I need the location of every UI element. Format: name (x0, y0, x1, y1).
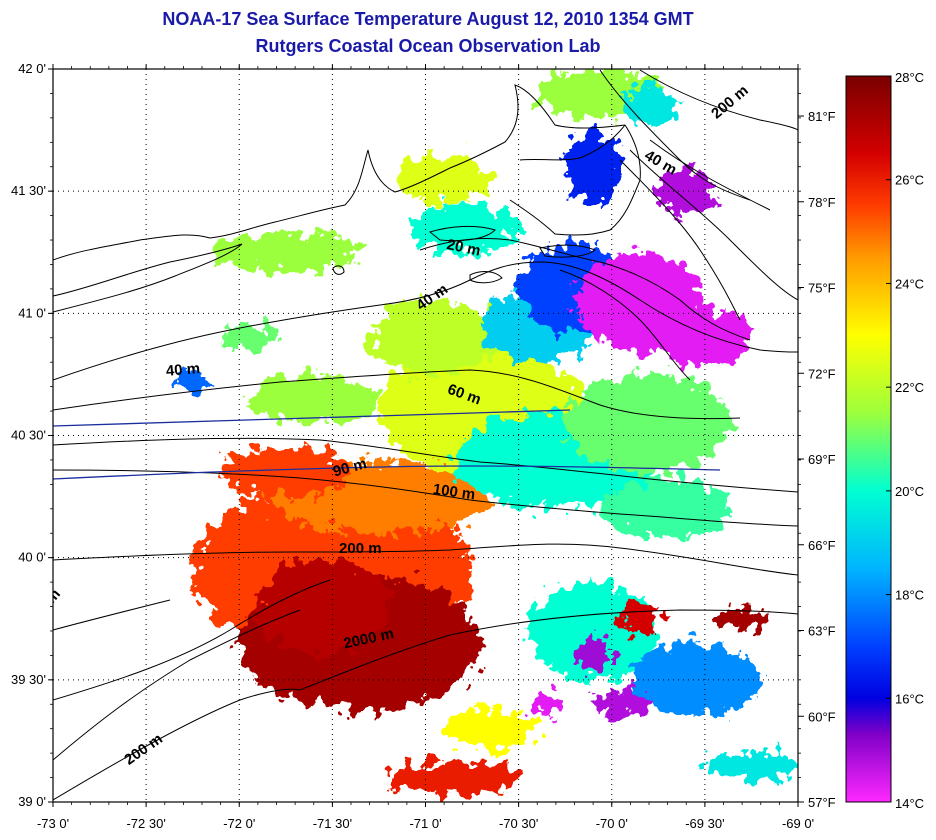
sst-patch (444, 709, 538, 749)
lat-tick-label: 41 0' (18, 305, 46, 320)
sst-patch (602, 479, 733, 539)
fahrenheit-tick-label: 66°F (808, 538, 836, 553)
lon-tick-label: -72 0' (223, 816, 255, 831)
fahrenheit-tick-label: 60°F (808, 709, 836, 724)
transect-south (53, 465, 721, 480)
sst-patch (574, 638, 612, 673)
sst-patch (565, 374, 733, 473)
lon-tick-label: -70 0' (596, 816, 628, 831)
sst-patch (527, 582, 659, 680)
colorbar-tick-label: 24°C (895, 276, 924, 291)
isobath-label: 100 m (432, 481, 476, 504)
sst-patch (565, 130, 622, 204)
mainland-coast (53, 84, 626, 261)
sst-patch (658, 308, 752, 368)
lon-tick-label: -69 30' (685, 816, 724, 831)
isobath-90m (53, 437, 798, 493)
map-axes: 42 0' 41 30' 41 0' 40 30' 40 0' 39 30' 39 0' -7… (11, 61, 836, 831)
isobath-200m (53, 543, 798, 576)
lat-tick-label: 40 0' (18, 550, 46, 565)
isobath-label: 200 m (121, 730, 166, 768)
colorbar-tick-label: 20°C (895, 484, 924, 499)
graticule (53, 69, 798, 802)
lon-tick-label: -70 30' (499, 816, 538, 831)
cape-cod-coast (509, 124, 641, 236)
colorbar-tick-label: 18°C (895, 588, 924, 603)
colorbar-tick-label: 16°C (895, 691, 924, 706)
isobath-label: m (42, 586, 64, 607)
isobath-40m (53, 261, 798, 381)
isobath-60m (53, 369, 741, 420)
isobath-label: 200 m (339, 540, 382, 557)
nantucket (539, 244, 596, 258)
sst-patch (719, 608, 765, 629)
coastline-and-bathymetry (53, 69, 798, 801)
sst-patch (704, 750, 798, 781)
lon-tick-label: -69 0' (782, 816, 814, 831)
sst-patch (397, 154, 491, 204)
sst-patch (220, 447, 351, 497)
sst-patch (593, 689, 649, 719)
fahrenheit-tick-label: 81°F (808, 109, 836, 124)
sst-patch (617, 604, 663, 634)
transect-north (53, 409, 571, 427)
isobath-2000m (299, 609, 798, 691)
fahrenheit-tick-label: 78°F (808, 195, 836, 210)
sst-patch (658, 166, 715, 216)
isobath-20m (419, 238, 751, 341)
marthas-vineyard (428, 225, 496, 242)
map-title: NOAA-17 Sea Surface Temperature August 1… (162, 9, 694, 29)
colorbar-tick-label: 28°C (895, 70, 924, 85)
sst-patch (531, 692, 562, 717)
sst-patch (220, 325, 277, 350)
isobath-label: 40 m (165, 360, 201, 380)
sst-patch (388, 760, 519, 795)
colorbar-tick-label: 22°C (895, 380, 924, 395)
lon-tick-label: -72 30' (126, 816, 165, 831)
sst-patch (174, 371, 212, 392)
isobath-label: 20 m (445, 236, 482, 260)
isobath-200m-north (639, 69, 798, 131)
colorbar: 28°C 26°C 24°C 22°C 20°C 18°C 16°C 14°C (845, 70, 924, 811)
lon-tick-label: -71 30' (313, 816, 352, 831)
sst-patch (369, 301, 500, 375)
sst-patch (211, 232, 361, 272)
fahrenheit-tick-label: 72°F (808, 366, 836, 381)
colorbar-ramp (845, 75, 892, 803)
fahrenheit-tick-label: 57°F (808, 795, 836, 810)
fahrenheit-tick-label: 63°F (808, 624, 836, 639)
lon-tick-label: -71 0' (409, 816, 441, 831)
sst-patch (630, 643, 761, 717)
lat-tick-label: 39 30' (11, 672, 46, 687)
sst-patch (621, 86, 677, 126)
colorbar-tick-label: 26°C (895, 173, 924, 188)
sst-raster (174, 69, 798, 795)
transect-lines (53, 409, 721, 480)
sst-patch (257, 557, 389, 656)
isobath-200m-south (53, 579, 331, 701)
sst-patch (248, 374, 379, 424)
lat-tick-label: 41 30' (11, 183, 46, 198)
fahrenheit-tick-label: 69°F (808, 452, 836, 467)
long-island-coast (53, 243, 243, 313)
isobath-40m-north (599, 69, 751, 201)
sst-patch (406, 203, 519, 253)
lat-tick-label: 39 0' (18, 794, 46, 809)
lon-tick-label: -73 0' (37, 816, 69, 831)
fahrenheit-tick-label: 75°F (808, 281, 836, 296)
map-subtitle: Rutgers Coastal Ocean Observation Lab (255, 36, 601, 56)
colorbar-tick-label: 14°C (895, 796, 924, 811)
lat-tick-label: 42 0' (18, 61, 46, 76)
lat-tick-label: 40 30' (11, 428, 46, 443)
